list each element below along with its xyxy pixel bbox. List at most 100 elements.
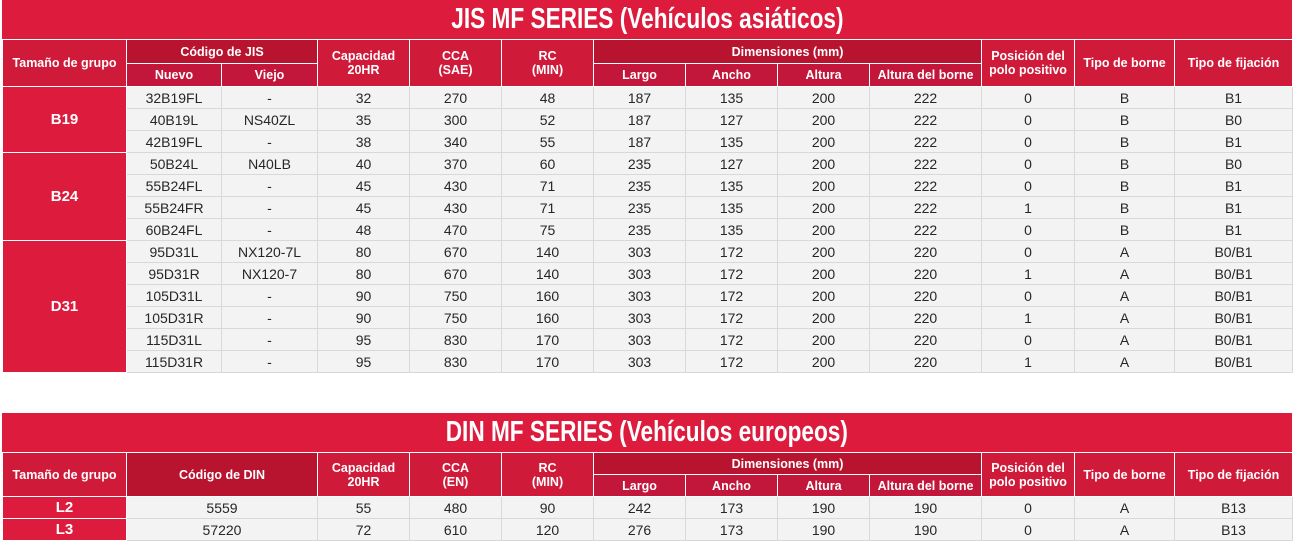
header-cca: CCA (SAE) xyxy=(409,39,502,87)
cell: 0 xyxy=(981,86,1076,109)
header-code: Código de JIS xyxy=(126,39,318,64)
cell: 60B24FL xyxy=(126,218,222,241)
cell: B1 xyxy=(1174,86,1294,109)
cell: 71 xyxy=(501,174,594,197)
cell: 200 xyxy=(777,108,870,131)
cell: NX120-7L xyxy=(221,240,318,263)
cell: 32 xyxy=(317,86,410,109)
cell: 235 xyxy=(593,218,686,241)
table-row: 60B24FL -48 470 75 235 135 200 222 0 B B1 xyxy=(3,218,1294,241)
cell: 140 xyxy=(501,262,594,285)
cell: B13 xyxy=(1174,518,1294,541)
header-height: Altura xyxy=(777,63,870,87)
header-length: Largo xyxy=(593,63,686,87)
cell: 222 xyxy=(868,174,983,197)
cell: 187 xyxy=(593,130,686,153)
cell: 45 xyxy=(317,196,410,219)
cell: 0 xyxy=(981,284,1076,307)
cell: 670 xyxy=(409,240,502,263)
cell: A xyxy=(1074,284,1176,307)
cell: 222 xyxy=(868,86,983,109)
cell: 276 xyxy=(593,518,686,541)
cell: 55B24FL xyxy=(126,174,222,197)
cell: - xyxy=(221,174,318,197)
table-row: L2 5559 55 480 90 242 173 190 190 0 A B13 xyxy=(2,496,1294,519)
cell: 115D31R xyxy=(126,350,222,373)
cell: B13 xyxy=(1174,496,1294,519)
cell: 220 xyxy=(868,328,983,351)
header-terminal-type: Tipo de borne xyxy=(1074,39,1176,87)
jis-table-header: Tamaño de grupo Código de JIS Capacidad 2… xyxy=(2,39,1294,87)
cell: 160 xyxy=(501,306,594,329)
cell: 170 xyxy=(501,328,594,351)
cell: 172 xyxy=(685,284,778,307)
cell: 190 xyxy=(777,518,870,541)
cell: 95 xyxy=(317,350,410,373)
header-length: Largo xyxy=(593,474,686,497)
cell: 172 xyxy=(685,240,778,263)
header-positive-pole: Posición del polo positivo xyxy=(981,452,1076,497)
cell: 40 xyxy=(317,152,410,175)
cell: - xyxy=(221,350,318,373)
header-terminal-type: Tipo de borne xyxy=(1074,452,1176,497)
cell: 300 xyxy=(409,108,502,131)
din-table-header: Tamaño de grupo Código de DIN Capacidad 2… xyxy=(2,452,1294,497)
cell: B0/B1 xyxy=(1174,262,1294,285)
header-dimensions: Dimensiones (mm) xyxy=(592,452,983,475)
table-row: 105D31L -90 750 160 303 172 200 220 0 A B0/B1 xyxy=(3,284,1294,307)
cell: 430 xyxy=(409,196,502,219)
cell: 222 xyxy=(868,152,983,175)
cell: 200 xyxy=(777,174,870,197)
cell: 0 xyxy=(981,152,1076,175)
cell: 670 xyxy=(409,262,502,285)
header-rc: RC (MIN) xyxy=(501,39,594,87)
header-positive-pole: Posición del polo positivo xyxy=(981,39,1076,87)
cell: NX120-7 xyxy=(221,262,318,285)
cell: 0 xyxy=(981,130,1076,153)
cell: 200 xyxy=(777,262,870,285)
cell: 5559 xyxy=(126,496,318,519)
jis-table: Tamaño de grupo Código de JIS Capacidad 2… xyxy=(2,39,1294,373)
cell: 90 xyxy=(317,284,410,307)
cell: 222 xyxy=(868,218,983,241)
cell: 140 xyxy=(501,240,594,263)
header-width: Ancho xyxy=(685,63,778,87)
header-width: Ancho xyxy=(685,474,778,497)
cell: 172 xyxy=(685,306,778,329)
table-row: B24 50B24L N40LB 40 370 60 235 127 200 222 0 B B0 xyxy=(2,152,1294,241)
cell: 32B19FL xyxy=(126,86,222,109)
cell: 127 xyxy=(685,152,778,175)
cell: 187 xyxy=(593,86,686,109)
cell: 90 xyxy=(317,306,410,329)
cell: 220 xyxy=(868,284,983,307)
cell: 187 xyxy=(593,108,686,131)
cell: B1 xyxy=(1174,218,1294,241)
cell: B0 xyxy=(1174,108,1294,131)
cell: 200 xyxy=(777,130,870,153)
cell: 160 xyxy=(501,284,594,307)
cell: 1 xyxy=(981,350,1076,373)
cell: 120 xyxy=(501,518,594,541)
cell: 200 xyxy=(777,86,870,109)
cell: A xyxy=(1074,306,1176,329)
header-capacity: Capacidad 20HR xyxy=(317,39,410,87)
header-capacity: Capacidad 20HR xyxy=(317,452,410,497)
cell: 45 xyxy=(317,174,410,197)
cell: 200 xyxy=(777,240,870,263)
cell: B xyxy=(1074,86,1176,109)
cell: 173 xyxy=(685,496,778,519)
cell: 200 xyxy=(777,218,870,241)
header-height: Altura xyxy=(777,474,870,497)
table-row: 55B24FR -45 430 71 235 135 200 222 1 B B1 xyxy=(3,196,1294,219)
cell: B0 xyxy=(1174,152,1294,175)
cell: 71 xyxy=(501,196,594,219)
group-cell: L3 xyxy=(2,518,127,541)
cell: B0/B1 xyxy=(1174,350,1294,373)
cell: 135 xyxy=(685,196,778,219)
header-terminal-height: Altura del borne xyxy=(868,63,983,87)
table-row: 55B24FL -45 430 71 235 135 200 222 0 B B1 xyxy=(3,174,1294,197)
header-rc: RC (MIN) xyxy=(501,452,594,497)
cell: 750 xyxy=(409,284,502,307)
cell: 172 xyxy=(685,328,778,351)
